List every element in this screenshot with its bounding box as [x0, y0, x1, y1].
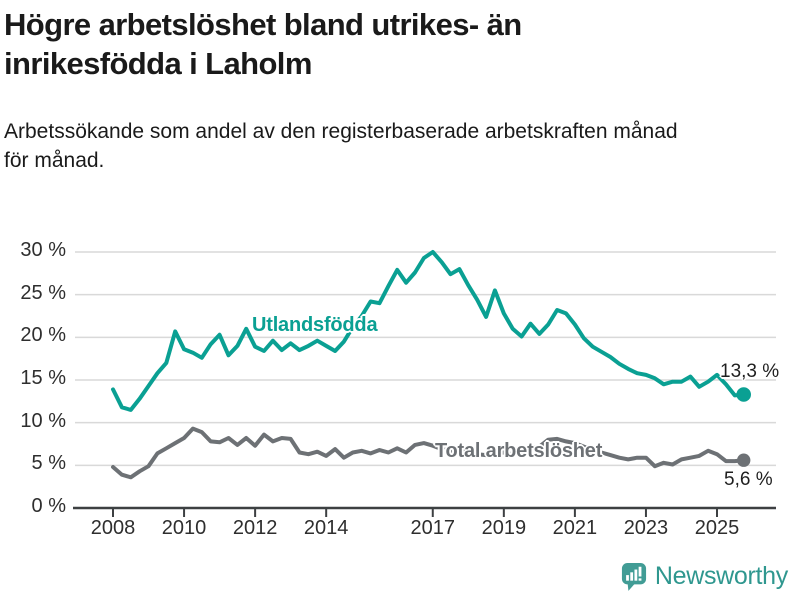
chart-title: Högre arbetslöshet bland utrikes- än inr…: [4, 7, 522, 82]
series-line-utlandsfodda: [111, 250, 746, 412]
newsworthy-logo: Newsworthy: [621, 562, 788, 591]
series-line-total-arbetsloshet: [111, 426, 746, 480]
newsworthy-chart-bubble-icon: [621, 563, 646, 591]
chart-subtitle: Arbetssökande som andel av den registerb…: [4, 120, 678, 172]
end-point-dot: [736, 387, 751, 402]
newsworthy-wordmark: Newsworthy: [654, 562, 788, 590]
end-point-dot: [737, 453, 751, 467]
